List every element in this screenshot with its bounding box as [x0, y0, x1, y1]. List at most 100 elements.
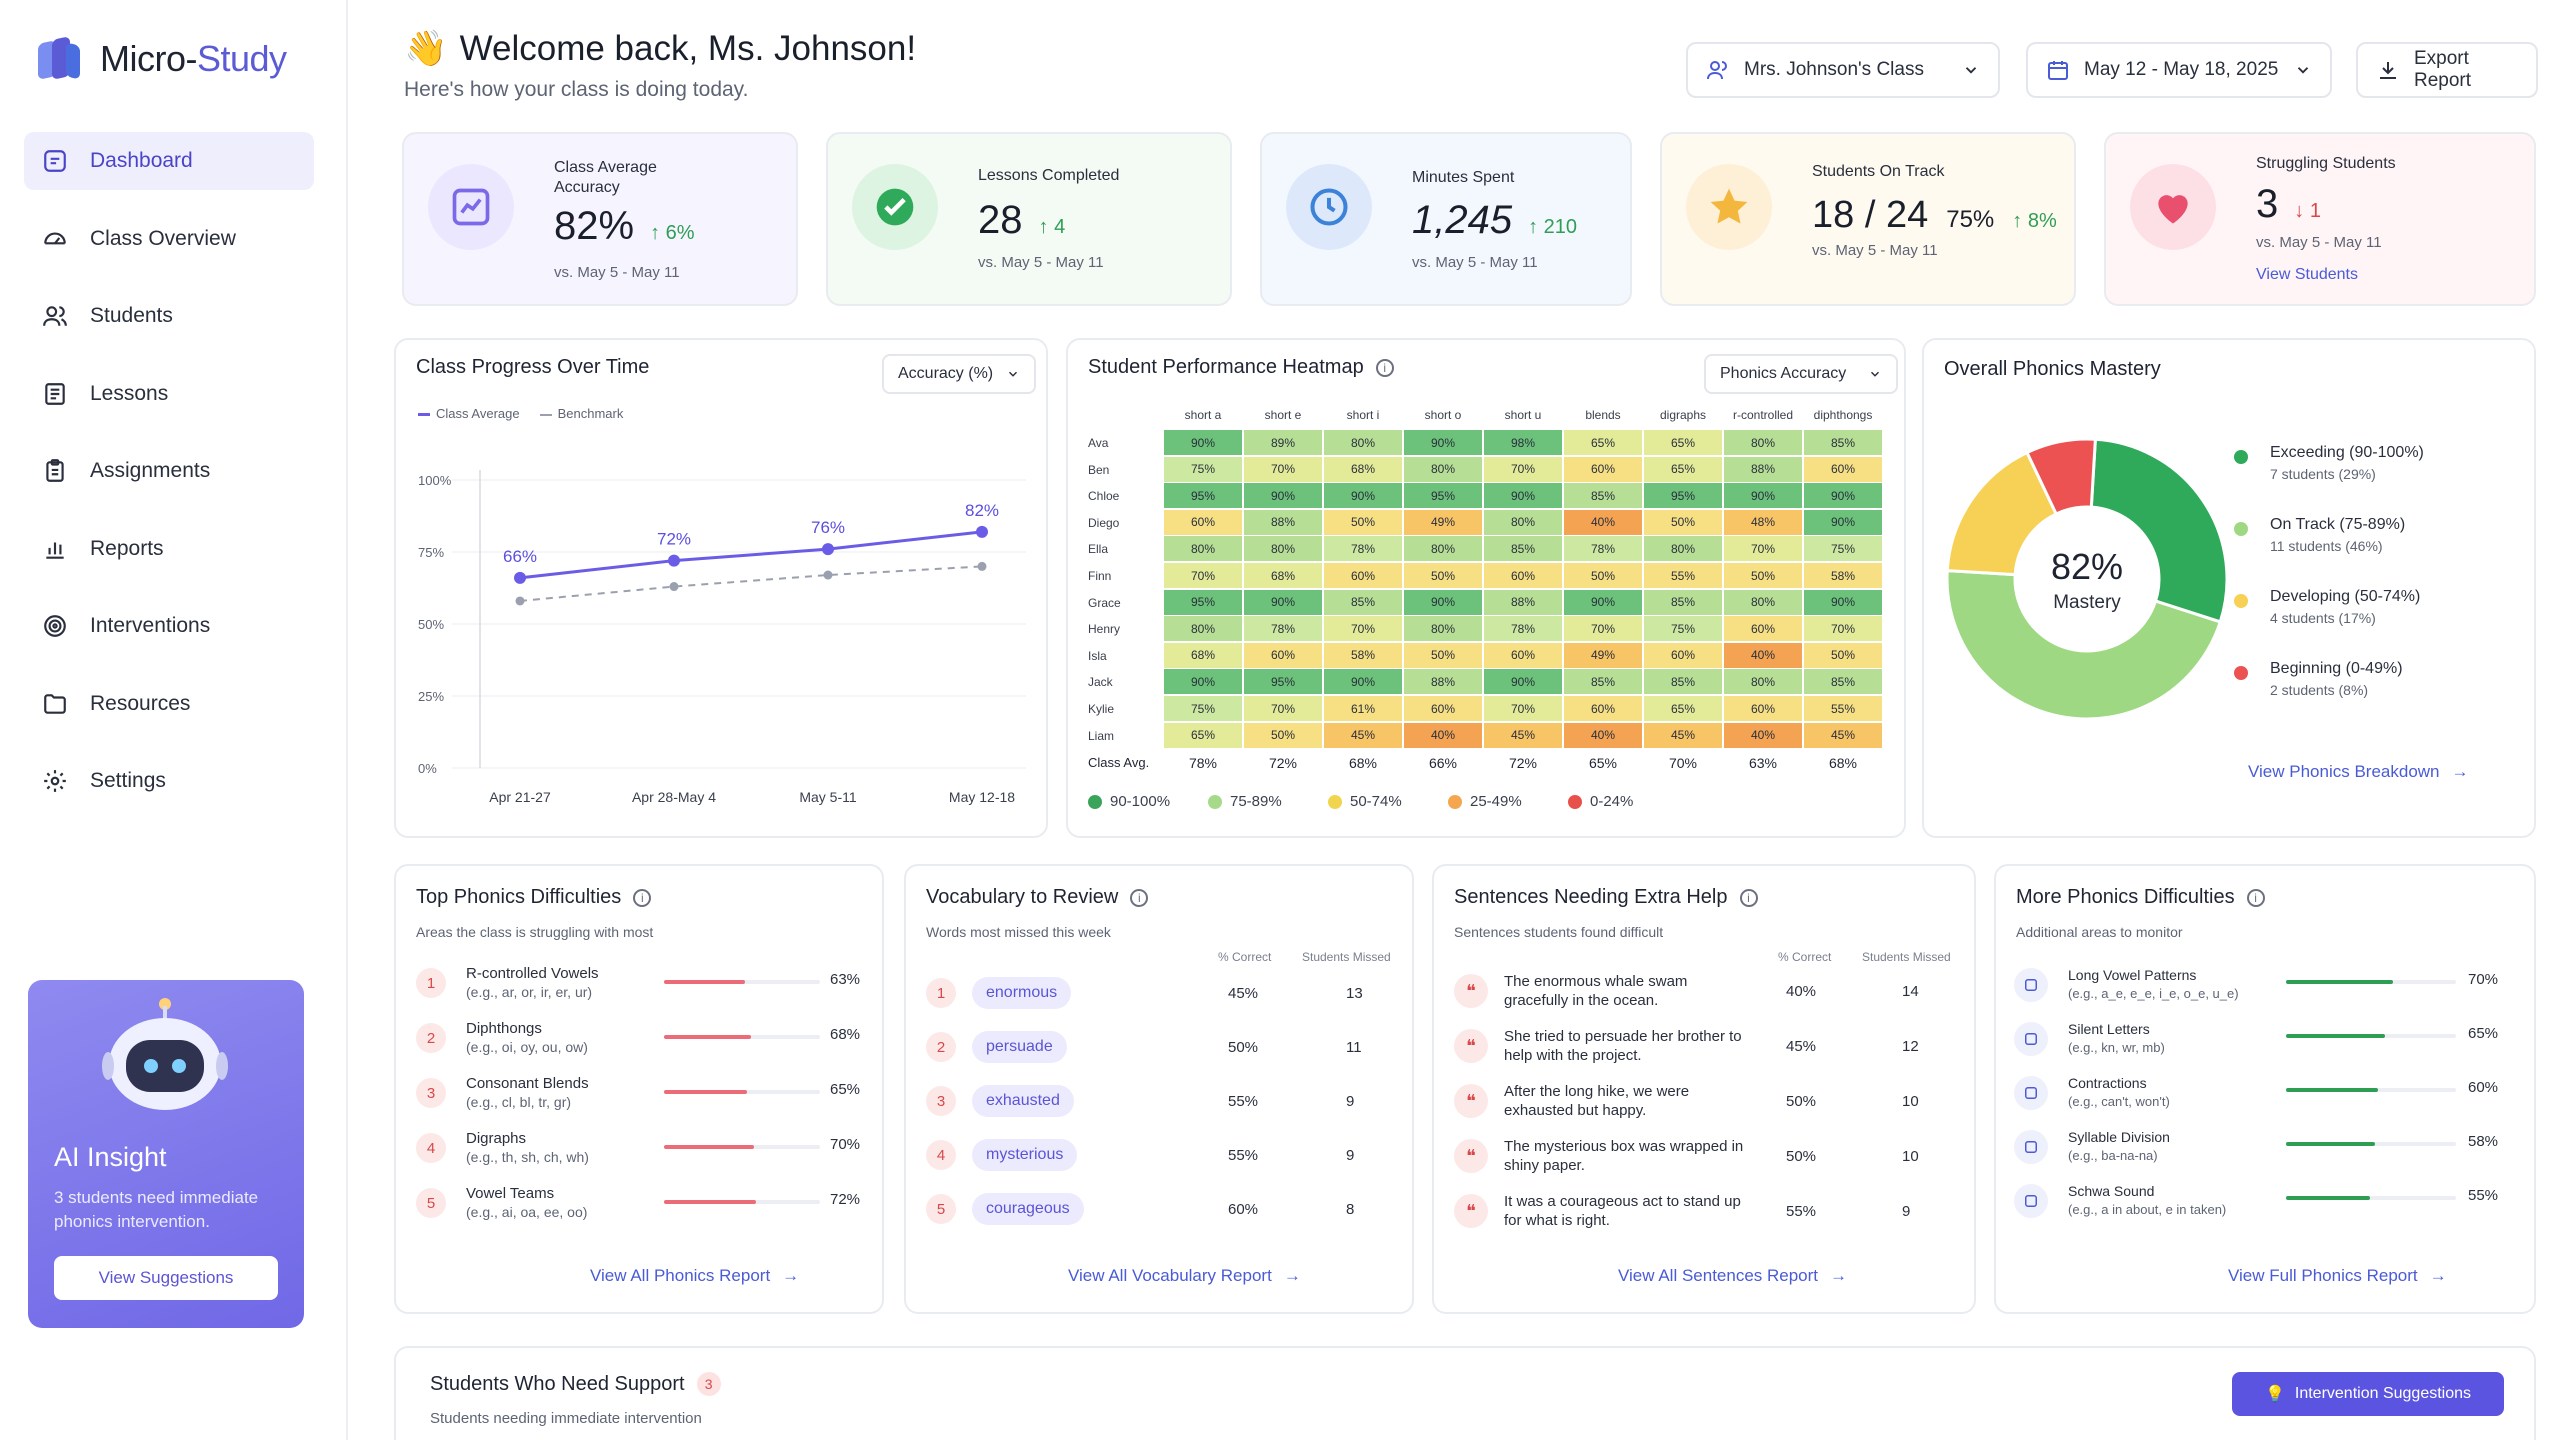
heatmap-cell[interactable]: 60%	[1564, 456, 1642, 482]
heatmap-cell[interactable]: 90%	[1164, 430, 1242, 455]
heatmap-cell[interactable]: 68%	[1164, 642, 1242, 668]
info-icon[interactable]: i	[633, 888, 652, 907]
heatmap-cell[interactable]: 80%	[1724, 430, 1802, 455]
heatmap-cell[interactable]: 80%	[1724, 669, 1802, 695]
app-logo[interactable]: Micro-Study	[38, 36, 287, 82]
heatmap-cell[interactable]: 70%	[1724, 536, 1802, 562]
heatmap-cell[interactable]: 88%	[1404, 669, 1482, 695]
heatmap-cell[interactable]: 60%	[1164, 509, 1242, 535]
heatmap-cell[interactable]: 60%	[1484, 642, 1562, 668]
heatmap-cell[interactable]: 60%	[1644, 642, 1722, 668]
heatmap-cell[interactable]: 85%	[1644, 589, 1722, 615]
heatmap-cell[interactable]: 95%	[1644, 483, 1722, 509]
vocab-word[interactable]: exhausted	[972, 1085, 1074, 1117]
heatmap-cell[interactable]: 70%	[1484, 696, 1562, 721]
heatmap-cell[interactable]: 60%	[1404, 696, 1482, 721]
heatmap-cell[interactable]: 98%	[1484, 430, 1562, 455]
class-select[interactable]: Mrs. Johnson's Class	[1686, 42, 2000, 98]
vocab-word[interactable]: mysterious	[972, 1139, 1078, 1171]
export-report-button[interactable]: Export Report	[2356, 42, 2538, 98]
heatmap-cell[interactable]: 80%	[1164, 616, 1242, 642]
sidebar-item-interventions[interactable]: Interventions	[24, 597, 314, 655]
heatmap-cell[interactable]: 80%	[1244, 536, 1322, 562]
heatmap-cell[interactable]: 90%	[1804, 589, 1882, 615]
data-point[interactable]	[514, 571, 526, 584]
heatmap-cell[interactable]: 60%	[1484, 563, 1562, 588]
heatmap-cell[interactable]: 85%	[1564, 669, 1642, 695]
heatmap-cell[interactable]: 55%	[1644, 563, 1722, 588]
donut-segment[interactable]	[1945, 569, 2223, 721]
heatmap-cell[interactable]: 60%	[1244, 642, 1322, 668]
sidebar-item-assignments[interactable]: Assignments	[24, 442, 314, 500]
heatmap-cell[interactable]: 75%	[1164, 696, 1242, 721]
heatmap-cell[interactable]: 70%	[1164, 563, 1242, 588]
info-icon[interactable]: i	[1130, 888, 1149, 907]
sidebar-item-students[interactable]: Students	[24, 287, 314, 345]
date-range-select[interactable]: May 12 - May 18, 2025	[2026, 42, 2332, 98]
view-full-phonics-link[interactable]: View Full Phonics Report →	[2228, 1266, 2447, 1285]
heatmap-cell[interactable]: 88%	[1244, 509, 1322, 535]
view-all-phonics-link[interactable]: View All Phonics Report →	[590, 1266, 800, 1285]
data-point[interactable]	[823, 570, 833, 580]
heatmap-cell[interactable]: 85%	[1804, 669, 1882, 695]
heatmap-cell[interactable]: 40%	[1404, 722, 1482, 748]
heatmap-cell[interactable]: 95%	[1244, 669, 1322, 695]
view-all-sentences-link[interactable]: View All Sentences Report →	[1618, 1266, 1848, 1285]
donut-segment[interactable]	[1945, 450, 2059, 577]
heatmap-cell[interactable]: 65%	[1644, 430, 1722, 455]
heatmap-cell[interactable]: 80%	[1324, 430, 1402, 455]
heatmap-cell[interactable]: 45%	[1644, 722, 1722, 748]
heatmap-cell[interactable]: 80%	[1404, 536, 1482, 562]
heatmap-cell[interactable]: 50%	[1244, 722, 1322, 748]
heatmap-cell[interactable]: 80%	[1724, 589, 1802, 615]
data-point[interactable]	[515, 596, 525, 606]
heatmap-cell[interactable]: 90%	[1404, 589, 1482, 615]
heatmap-cell[interactable]: 88%	[1724, 456, 1802, 482]
heatmap-cell[interactable]: 55%	[1804, 696, 1882, 721]
intervention-suggestions-button[interactable]: 💡 Intervention Suggestions	[2232, 1372, 2504, 1416]
heatmap-cell[interactable]: 70%	[1244, 456, 1322, 482]
heatmap-cell[interactable]: 45%	[1484, 722, 1562, 748]
heatmap-cell[interactable]: 60%	[1724, 696, 1802, 721]
view-students-link[interactable]: View Students	[2256, 266, 2358, 283]
heatmap-cell[interactable]: 90%	[1484, 483, 1562, 509]
view-all-vocab-link[interactable]: View All Vocabulary Report →	[1068, 1266, 1301, 1285]
heatmap-cell[interactable]: 40%	[1564, 722, 1642, 748]
heatmap-cell[interactable]: 90%	[1804, 483, 1882, 509]
heatmap-cell[interactable]: 45%	[1804, 722, 1882, 748]
donut-segment[interactable]	[2089, 437, 2229, 624]
heatmap-cell[interactable]: 90%	[1324, 669, 1402, 695]
heatmap-cell[interactable]: 89%	[1244, 430, 1322, 455]
info-icon[interactable]: i	[1739, 888, 1758, 907]
heatmap-cell[interactable]: 70%	[1564, 616, 1642, 642]
heatmap-cell[interactable]: 75%	[1644, 616, 1722, 642]
info-icon[interactable]: i	[2246, 888, 2265, 907]
heatmap-cell[interactable]: 70%	[1324, 616, 1402, 642]
heatmap-cell[interactable]: 78%	[1564, 536, 1642, 562]
view-suggestions-button[interactable]: View Suggestions	[54, 1256, 278, 1300]
sidebar-item-lessons[interactable]: Lessons	[24, 365, 314, 423]
heatmap-cell[interactable]: 45%	[1324, 722, 1402, 748]
heatmap-cell[interactable]: 85%	[1644, 669, 1722, 695]
heatmap-cell[interactable]: 80%	[1404, 616, 1482, 642]
heatmap-cell[interactable]: 61%	[1324, 696, 1402, 721]
sidebar-item-resources[interactable]: Resources	[24, 675, 314, 733]
data-point[interactable]	[976, 525, 988, 538]
heatmap-cell[interactable]: 80%	[1164, 536, 1242, 562]
heatmap-cell[interactable]: 49%	[1564, 642, 1642, 668]
data-point[interactable]	[669, 582, 679, 592]
heatmap-cell[interactable]: 50%	[1644, 509, 1722, 535]
heatmap-cell[interactable]: 50%	[1724, 563, 1802, 588]
heatmap-cell[interactable]: 60%	[1324, 563, 1402, 588]
heatmap-cell[interactable]: 48%	[1724, 509, 1802, 535]
info-icon[interactable]: i	[1375, 358, 1394, 377]
heatmap-cell[interactable]: 70%	[1244, 696, 1322, 721]
heatmap-cell[interactable]: 90%	[1164, 669, 1242, 695]
sidebar-item-class-overview[interactable]: Class Overview	[24, 210, 314, 268]
sidebar-item-reports[interactable]: Reports	[24, 520, 314, 578]
heatmap-cell[interactable]: 85%	[1484, 536, 1562, 562]
vocab-word[interactable]: enormous	[972, 977, 1072, 1009]
heatmap-cell[interactable]: 78%	[1484, 616, 1562, 642]
data-point[interactable]	[668, 554, 680, 567]
heatmap-cell[interactable]: 95%	[1404, 483, 1482, 509]
